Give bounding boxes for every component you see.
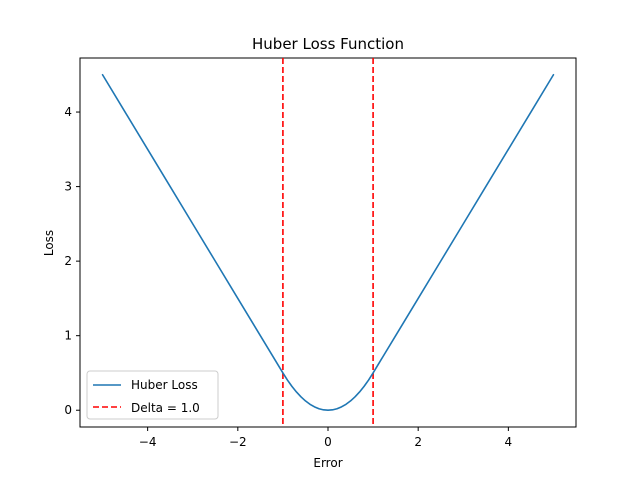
legend: Huber Loss Delta = 1.0 [86, 370, 219, 420]
y-tick-label: 3 [64, 180, 72, 194]
x-axis-label: Error [313, 456, 342, 470]
legend-label-delta: Delta = 1.0 [131, 401, 200, 415]
y-tick-label: 0 [64, 403, 72, 417]
legend-box [86, 370, 219, 420]
y-tick-label: 1 [64, 329, 72, 343]
x-tick-label: 4 [505, 435, 513, 449]
legend-label-huber: Huber Loss [131, 378, 198, 392]
axis-ticks: −4 −2 0 2 4 0 1 2 3 4 [64, 105, 512, 449]
y-axis-label: Loss [42, 230, 56, 256]
y-tick-label: 2 [64, 254, 72, 268]
x-tick-label: −4 [139, 435, 157, 449]
chart-title: Huber Loss Function [252, 35, 404, 53]
series-lines [101, 73, 555, 412]
y-tick-label: 4 [64, 105, 72, 119]
x-tick-label: −2 [229, 435, 247, 449]
x-tick-label: 2 [414, 435, 422, 449]
x-tick-label: 0 [324, 435, 332, 449]
delta-lines [282, 58, 374, 427]
huber-loss-line [101, 73, 555, 412]
